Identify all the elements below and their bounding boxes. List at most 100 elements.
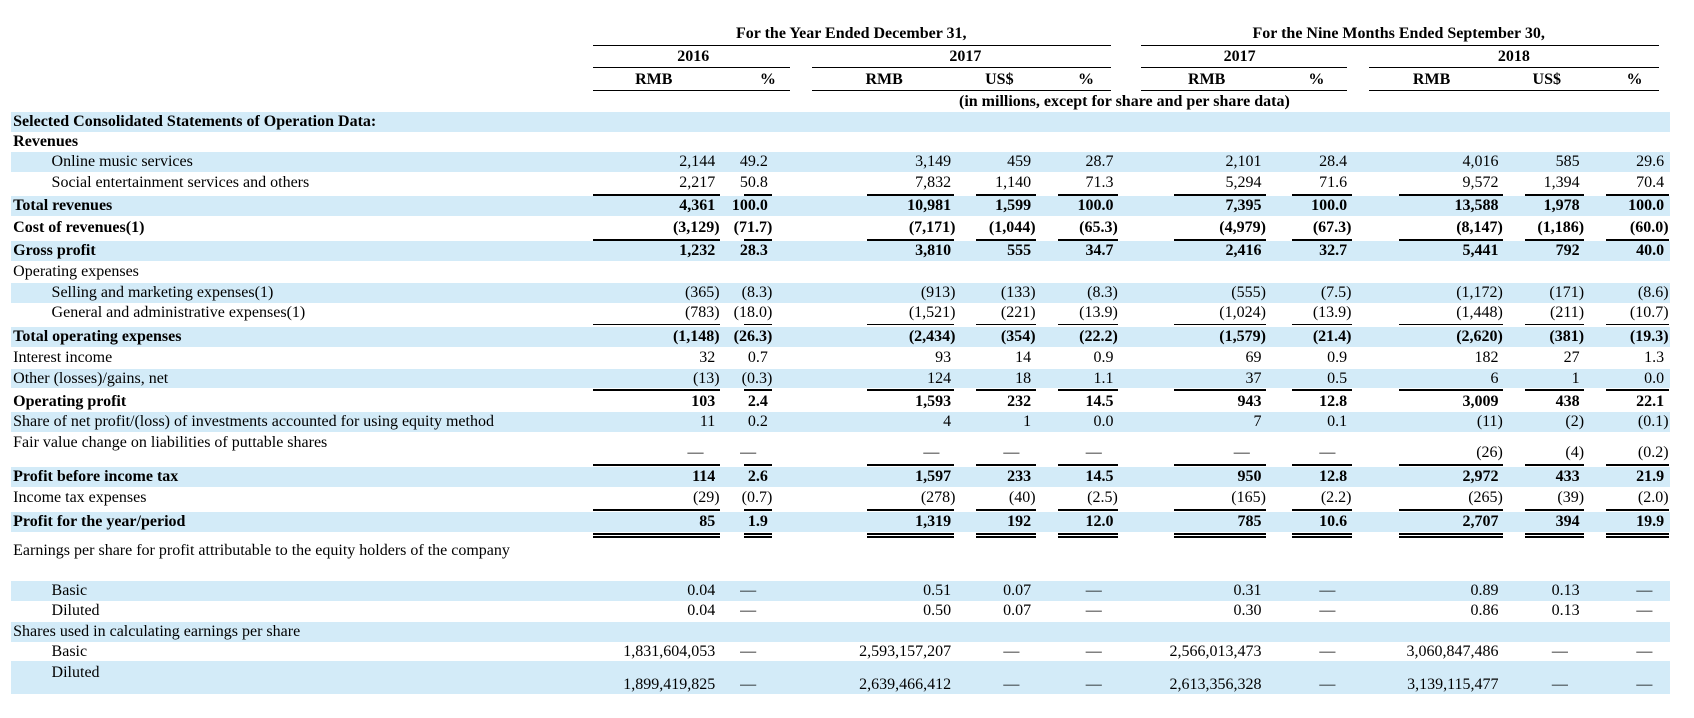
units-note: (in millions, except for share and per s… (959, 93, 1290, 111)
table-cell: (1,044) (988, 219, 1036, 237)
table-cell: (365) (684, 284, 720, 302)
table-cell: 85 (699, 513, 716, 531)
currency-header: % (1308, 71, 1325, 89)
table-cell: 10,981 (907, 197, 952, 215)
year-header: 2018 (1497, 48, 1530, 66)
row-shade (10, 621, 1670, 642)
table-cell: 555 (1007, 242, 1032, 260)
table-cell: 19.9 (1636, 513, 1665, 531)
table-cell: 100.0 (1311, 197, 1348, 215)
row-shade (10, 581, 1670, 602)
table-cell: 1 (1023, 413, 1032, 431)
rule (743, 509, 773, 511)
table-cell: — (1085, 675, 1102, 693)
currency-header: RMB (865, 71, 903, 89)
table-cell: 1,831,604,053 (623, 642, 716, 660)
table-cell: 0.7 (747, 348, 768, 366)
rule (1173, 464, 1266, 466)
table-cell: 12.0 (1085, 513, 1114, 531)
row-shade (10, 152, 1670, 173)
table-cell: (39) (1557, 489, 1585, 507)
table-cell: 29.6 (1636, 153, 1665, 171)
table-cell: 12.8 (1319, 468, 1348, 486)
rule (593, 89, 790, 92)
table-cell: 3,139,115,477 (1407, 675, 1499, 693)
table-cell: 950 (1237, 468, 1262, 486)
table-cell: 2,101 (1225, 153, 1262, 171)
table-cell: 21.9 (1636, 468, 1665, 486)
table-cell: 192 (1007, 513, 1032, 531)
row-label: Total operating expenses (13, 327, 182, 345)
table-cell: 1,232 (679, 242, 716, 260)
rule (1057, 239, 1118, 241)
table-cell: — (740, 602, 757, 620)
table-cell: (381) (1549, 327, 1585, 345)
table-cell: 2,707 (1462, 513, 1499, 531)
rule (1292, 389, 1352, 391)
rule (593, 509, 720, 511)
table-cell: 0.50 (923, 602, 952, 620)
table-cell: (2.0) (1637, 489, 1669, 507)
table-cell: 0.0 (1093, 413, 1114, 431)
rule (1606, 533, 1669, 535)
table-cell: 71.6 (1319, 174, 1348, 192)
table-cell: (22.2) (1079, 327, 1118, 345)
table-cell: 1,597 (915, 468, 952, 486)
table-cell: 0.04 (687, 582, 716, 600)
table-cell: 0.1 (1327, 413, 1348, 431)
table-cell: 100.0 (1077, 197, 1114, 215)
table-cell: 1,319 (915, 513, 952, 531)
table-cell: 32.7 (1319, 242, 1348, 260)
group-title: For the Nine Months Ended September 30, (1252, 25, 1545, 43)
year-header: 2017 (1223, 48, 1256, 66)
table-cell: 11 (699, 413, 716, 431)
table-cell: — (1319, 602, 1336, 620)
rule (1524, 389, 1585, 391)
rule (743, 389, 773, 391)
table-cell: 2,416 (1225, 242, 1262, 260)
currency-header: US$ (1532, 71, 1561, 89)
table-cell: 0.9 (1093, 348, 1114, 366)
table-cell: (0.3) (741, 369, 773, 387)
row-shade (10, 241, 1670, 262)
table-cell: 14 (1015, 348, 1032, 366)
table-cell: (3,129) (672, 219, 720, 237)
table-cell: (40) (1008, 489, 1036, 507)
table-cell: (783) (684, 303, 720, 321)
table-cell: (1,024) (1219, 303, 1266, 321)
table-cell: (10.7) (1629, 303, 1669, 321)
rule (1292, 464, 1352, 466)
table-cell: 0.2 (747, 413, 768, 431)
table-cell: 1,599 (995, 197, 1032, 215)
currency-header: RMB (635, 71, 673, 89)
rule (1524, 323, 1585, 326)
rule (1398, 389, 1503, 391)
table-cell: 18 (1015, 369, 1032, 387)
table-cell: 0.5 (1327, 369, 1348, 387)
table-cell: 433 (1555, 468, 1580, 486)
table-cell: 70.4 (1636, 174, 1665, 192)
table-cell: (1,448) (1456, 303, 1503, 321)
rule (866, 239, 955, 241)
table-cell: (265) (1468, 489, 1503, 507)
table-cell: 124 (927, 369, 952, 387)
row-label: Share of net profit/(loss) of investment… (13, 413, 494, 431)
table-cell: 2,613,356,328 (1169, 675, 1262, 693)
table-cell: 3,810 (915, 242, 952, 260)
row-label: Earnings per share for profit attributab… (13, 541, 510, 559)
row-shade (10, 467, 1670, 488)
table-cell: (913) (920, 284, 956, 302)
table-cell: — (1319, 642, 1336, 660)
rule (1524, 194, 1585, 196)
rule (1606, 536, 1669, 538)
table-cell: 3,009 (1462, 392, 1499, 410)
table-cell: — (1551, 642, 1568, 660)
table-cell: 50.8 (739, 174, 768, 192)
rule (1140, 44, 1659, 47)
table-cell: — (1319, 444, 1336, 462)
table-cell: 5,441 (1462, 242, 1499, 260)
table-cell: 182 (1474, 348, 1499, 366)
table-cell: — (1636, 582, 1653, 600)
currency-header: RMB (1188, 71, 1226, 89)
rule (1398, 323, 1503, 326)
